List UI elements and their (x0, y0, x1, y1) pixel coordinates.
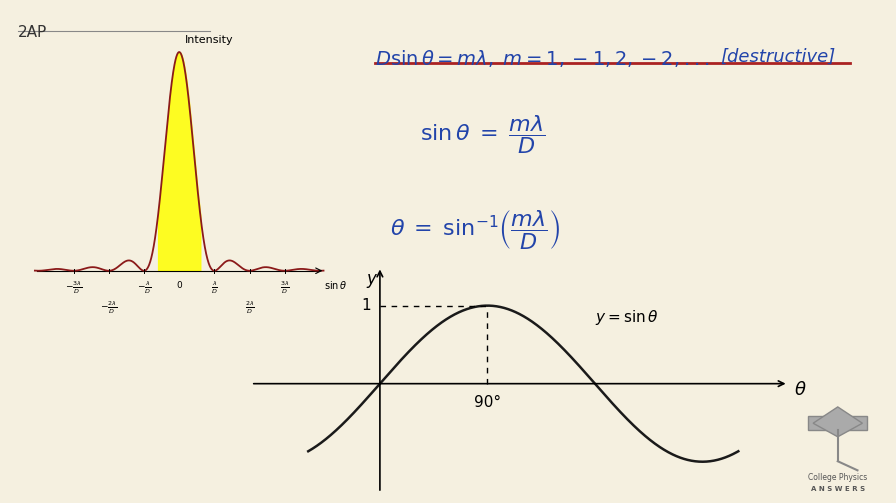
Text: 1: 1 (362, 298, 371, 313)
Text: y: y (366, 271, 376, 289)
Text: $D\sin\theta = m\lambda$$,\;m=1,-1,2,-2,...\;$: $D\sin\theta = m\lambda$$,\;m=1,-1,2,-2,… (375, 48, 710, 69)
Text: [destructive]: [destructive] (720, 48, 835, 66)
Text: $0$: $0$ (176, 280, 183, 291)
Text: A N S W E R S: A N S W E R S (811, 486, 865, 492)
Text: $\frac{2\lambda}{D}$: $\frac{2\lambda}{D}$ (245, 299, 254, 316)
Text: $\frac{3\lambda}{D}$: $\frac{3\lambda}{D}$ (280, 280, 289, 296)
Text: College Physics: College Physics (808, 473, 867, 482)
Text: 2AP: 2AP (18, 25, 47, 40)
Text: 90°: 90° (474, 395, 501, 410)
Text: $\theta$: $\theta$ (794, 381, 806, 399)
Text: Intensity: Intensity (185, 35, 233, 45)
Polygon shape (808, 416, 867, 430)
Polygon shape (814, 407, 862, 437)
Text: $y = \sin\theta$: $y = \sin\theta$ (595, 308, 659, 327)
Text: $-\frac{\lambda}{D}$: $-\frac{\lambda}{D}$ (137, 280, 151, 296)
Text: $\theta\;=\;\sin^{-1}\!\left(\dfrac{m\lambda}{D}\right)$: $\theta\;=\;\sin^{-1}\!\left(\dfrac{m\la… (390, 208, 560, 251)
Text: $-\frac{2\lambda}{D}$: $-\frac{2\lambda}{D}$ (100, 299, 117, 316)
Text: $\sin\theta\;=\;\dfrac{m\lambda}{D}$: $\sin\theta\;=\;\dfrac{m\lambda}{D}$ (420, 113, 546, 156)
Text: $\frac{\lambda}{D}$: $\frac{\lambda}{D}$ (211, 280, 218, 296)
Text: $-\frac{3\lambda}{D}$: $-\frac{3\lambda}{D}$ (65, 280, 82, 296)
Text: $\sin\theta$: $\sin\theta$ (323, 280, 347, 292)
